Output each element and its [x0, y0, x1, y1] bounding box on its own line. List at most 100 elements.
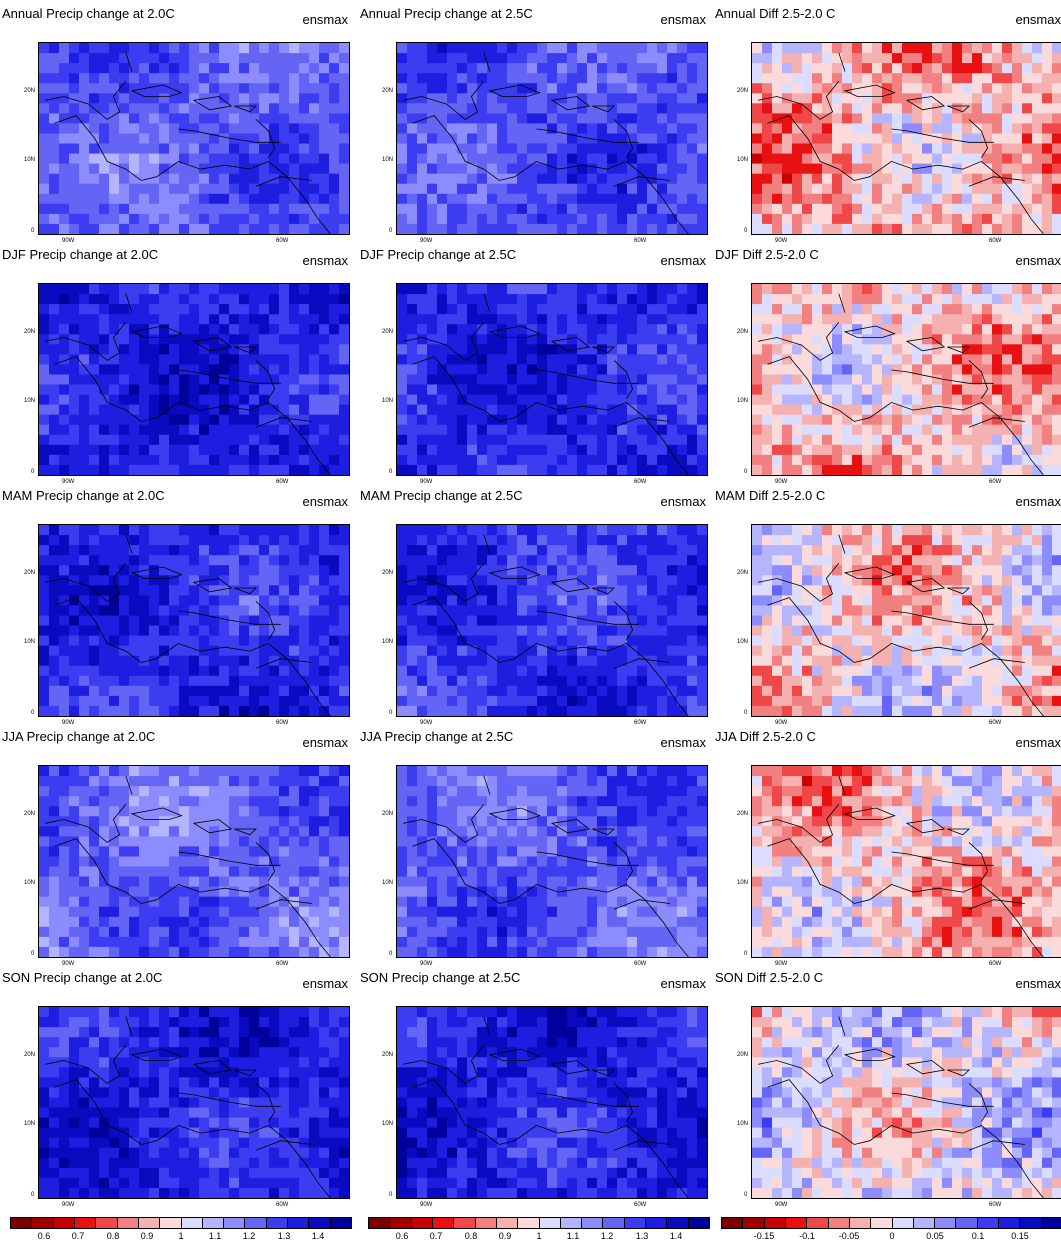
- lat-label: 10N: [24, 157, 36, 163]
- map-field: [751, 524, 1061, 717]
- lon-label: 60W: [276, 1202, 289, 1208]
- lon-label: 90W: [420, 720, 433, 726]
- panel-tag: ensmax: [302, 735, 348, 750]
- colorbar-swatch: [539, 1218, 561, 1228]
- colorbar-swatch: [743, 1218, 765, 1228]
- lon-label: 90W: [62, 961, 75, 967]
- panel-tag: ensmax: [302, 253, 348, 268]
- panel-tag: ensmax: [1015, 253, 1061, 268]
- colorbar-swatch: [475, 1218, 497, 1228]
- colorbar-swatch: [288, 1218, 310, 1228]
- panel-title: Annual Diff 2.5-2.0 C: [715, 6, 836, 21]
- colorbar-label: 0.7: [71, 1231, 85, 1241]
- panel-title: Annual Precip change at 2.5C: [360, 6, 533, 21]
- panel-tag: ensmax: [302, 494, 348, 509]
- panel-tag: ensmax: [660, 253, 706, 268]
- map-panel: SON Precip change at 2.5C ensmax 20N 10N 0 90…: [358, 970, 708, 1210]
- colorbar-swatch: [454, 1218, 476, 1228]
- colorbar-label: -0.1: [799, 1231, 815, 1241]
- lon-label: 60W: [276, 720, 289, 726]
- lat-label: 10N: [737, 398, 749, 404]
- colorbar-cells: [721, 1217, 1061, 1229]
- map-field: [38, 283, 350, 476]
- lat-label: 20N: [24, 1052, 36, 1058]
- lat-label: 0: [389, 1192, 393, 1198]
- colorbar-swatch: [785, 1218, 808, 1228]
- colorbar-swatch: [977, 1218, 1000, 1228]
- colorbar-swatch: [369, 1218, 391, 1228]
- colorbar-label: 0: [889, 1231, 895, 1241]
- colorbar-swatch: [603, 1218, 625, 1228]
- panel-tag: ensmax: [660, 12, 706, 27]
- colorbar-swatch: [688, 1218, 709, 1228]
- panel-title: SON Precip change at 2.5C: [360, 970, 521, 985]
- panel-title: JJA Precip change at 2.0C: [2, 729, 156, 744]
- colorbar-swatch: [892, 1218, 914, 1228]
- map-panel: SON Diff 2.5-2.0 C ensmax 20N 10N 0 90W 60W: [713, 970, 1061, 1210]
- panel-title: JJA Precip change at 2.5C: [360, 729, 514, 744]
- lat-label: 10N: [24, 639, 36, 645]
- panel-tag: ensmax: [1015, 976, 1061, 991]
- map-field: [38, 42, 350, 235]
- colorbar: -0.15 -0.1 -0.05 0 0.05 0.1 0.15: [721, 1217, 1061, 1241]
- map-panel: DJF Diff 2.5-2.0 C ensmax 20N 10N 0 90W 60W: [713, 247, 1061, 487]
- colorbar-swatch: [160, 1218, 182, 1228]
- map-panel: JJA Diff 2.5-2.0 C ensmax 20N 10N 0 90W 60W: [713, 729, 1061, 969]
- lon-label: 60W: [989, 720, 1002, 726]
- colorbar-label: 0.05: [926, 1231, 944, 1241]
- lat-label: 20N: [382, 329, 394, 335]
- lat-label: 0: [31, 228, 35, 234]
- lat-label: 10N: [737, 157, 749, 163]
- map-field: [396, 1006, 708, 1199]
- panel-title: MAM Precip change at 2.5C: [360, 488, 523, 503]
- map-field: [396, 42, 708, 235]
- lon-label: 90W: [775, 238, 788, 244]
- map-panel: SON Precip change at 2.0C ensmax 20N 10N 0 90…: [0, 970, 350, 1210]
- lat-label: 10N: [382, 157, 394, 163]
- colorbar: 0.6 0.7 0.8 0.9 1 1.1 1.2 1.3 1.4: [10, 1217, 352, 1241]
- lat-label: 0: [389, 469, 393, 475]
- colorbar-swatch: [245, 1218, 267, 1228]
- colorbar-label: -0.05: [838, 1231, 860, 1241]
- panel-title: SON Diff 2.5-2.0 C: [715, 970, 824, 985]
- colorbar-swatch: [849, 1218, 872, 1228]
- colorbar-label: 0.8: [464, 1231, 478, 1241]
- panel-tag: ensmax: [1015, 12, 1061, 27]
- lat-label: 20N: [737, 570, 749, 576]
- map-field: [396, 524, 708, 717]
- lat-label: 0: [744, 469, 748, 475]
- lat-label: 10N: [24, 1121, 36, 1127]
- colorbar-swatch: [722, 1218, 744, 1228]
- lat-label: 20N: [737, 88, 749, 94]
- lat-label: 0: [31, 1192, 35, 1198]
- lon-label: 90W: [420, 1202, 433, 1208]
- colorbar-swatch: [956, 1218, 978, 1228]
- lon-label: 90W: [62, 479, 75, 485]
- map-field: [38, 765, 350, 958]
- panel-title: Annual Precip change at 2.0C: [2, 6, 175, 21]
- colorbar-swatch: [117, 1218, 139, 1228]
- lat-label: 10N: [382, 639, 394, 645]
- lon-label: 60W: [276, 961, 289, 967]
- colorbar-swatch: [646, 1218, 668, 1228]
- panel-title: MAM Diff 2.5-2.0 C: [715, 488, 826, 503]
- lon-label: 90W: [420, 238, 433, 244]
- lon-label: 60W: [634, 479, 647, 485]
- colorbar-label: 0.6: [37, 1231, 51, 1241]
- map-panel: Annual Diff 2.5-2.0 C ensmax 20N 10N 0 90W 60W: [713, 6, 1061, 246]
- panel-tag: ensmax: [1015, 494, 1061, 509]
- lat-label: 20N: [382, 570, 394, 576]
- colorbar-label: 1.2: [600, 1231, 614, 1241]
- panel-tag: ensmax: [660, 976, 706, 991]
- colorbar-label: 0.1: [971, 1231, 985, 1241]
- panel-tag: ensmax: [302, 976, 348, 991]
- colorbar-swatch: [202, 1218, 225, 1228]
- map-panel: JJA Precip change at 2.0C ensmax 20N 10N 0 90…: [0, 729, 350, 969]
- lon-label: 60W: [989, 961, 1002, 967]
- map-field: [751, 765, 1061, 958]
- map-panel: MAM Precip change at 2.5C ensmax 20N 10N 0 90…: [358, 488, 708, 728]
- map-field: [751, 1006, 1061, 1199]
- lon-label: 60W: [634, 1202, 647, 1208]
- lat-label: 20N: [737, 329, 749, 335]
- colorbar-label: 1.3: [635, 1231, 649, 1241]
